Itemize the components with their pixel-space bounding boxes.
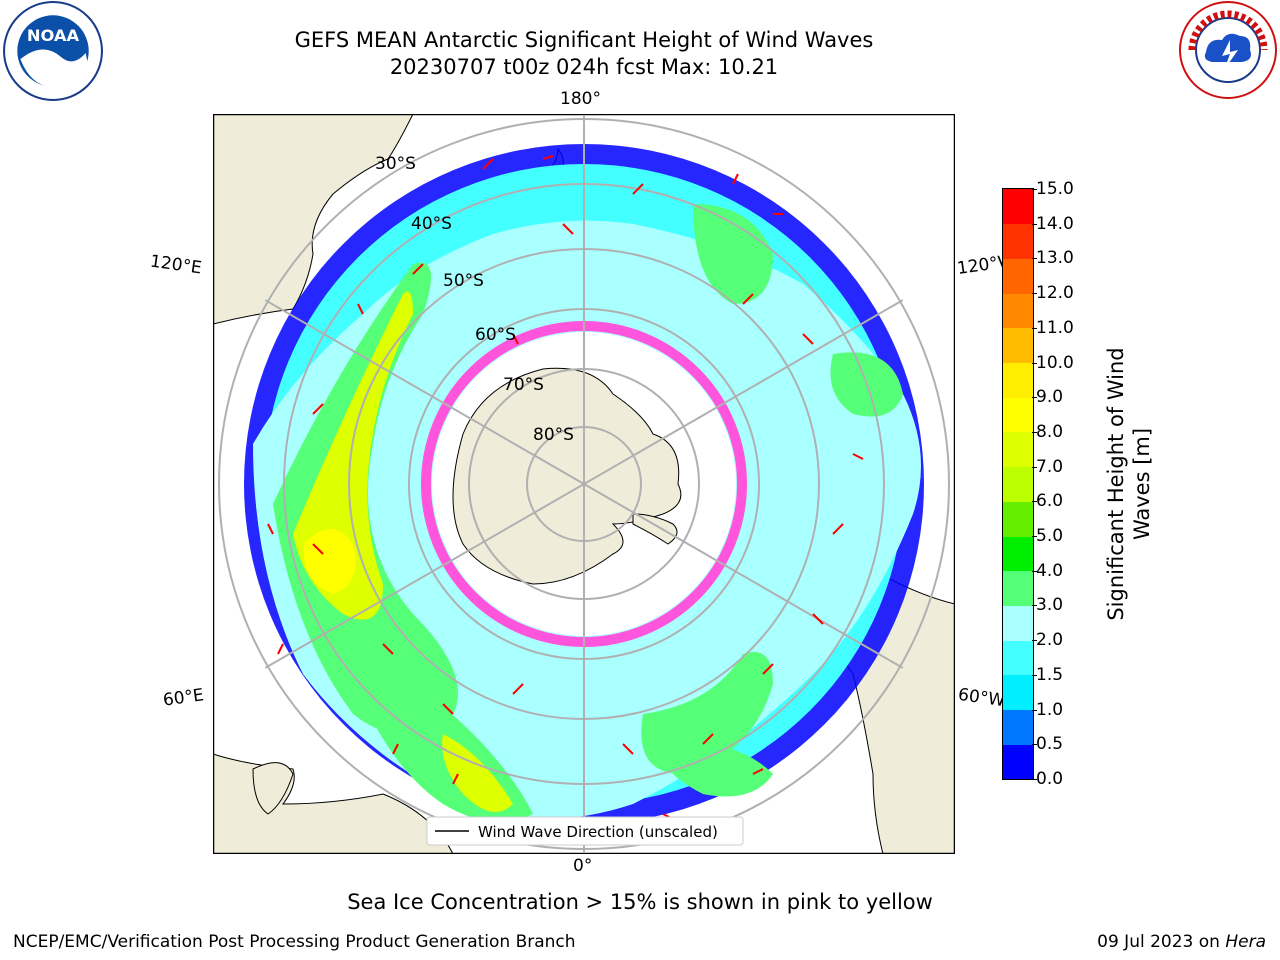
colorbar-segment [1003,674,1033,711]
colorbar-tick-label: 6.0 [1031,491,1064,512]
colorbar-segment [1003,362,1033,398]
colorbar-tick-label: 5.0 [1031,526,1064,547]
land-australia [213,114,414,325]
colorbar-label-line1: Significant Height of Wind [1104,347,1128,621]
noaa-logo: NOAA [3,1,103,101]
land-antarctic-peninsula [632,513,678,545]
svg-text:NOAA: NOAA [27,26,80,45]
colorbar-tick-label: 1.5 [1031,664,1064,685]
title-line2: 20230707 t00z 024h fcst Max: 10.21 [389,55,779,79]
legend-box [426,816,744,846]
colorbar-tick-label: 12.0 [1032,283,1074,304]
footer-date: 09 Jul 2023 on Hera [1097,932,1266,952]
lat-label-50: 50°S [443,271,484,291]
meridian-120-300 [216,269,952,699]
colorbar-segment [1003,501,1033,537]
colorbar-tick-label: 8.0 [1031,421,1064,442]
colorbar-segment [1003,466,1033,502]
colorbar-segment [1003,258,1033,294]
colorbar-tick-label: 10.0 [1032,352,1074,373]
sea-ice-note: Sea Ice Concentration > 15% is shown in … [347,890,933,914]
colorbar-segment [1003,536,1033,572]
colorbar-segment [1003,709,1033,745]
colorbar-tick-label: 9.0 [1031,387,1064,408]
lon-label-180: 180° [560,89,601,109]
lon-label-120e: 120°E [148,251,203,279]
footer-host: Hera [1225,932,1266,952]
colorbar-segment [1003,189,1033,225]
colorbar-tick-label: 4.0 [1031,560,1064,581]
lat-label-80: 80°S [533,425,574,445]
wave-band-ne [693,204,773,304]
title-line1: GEFS MEAN Antarctic Significant Height o… [294,28,874,52]
lon-label-60e: 60°E [161,685,206,711]
lon-label-60w: 60°W [956,684,1007,712]
lat-label-40: 40°S [411,214,452,234]
colorbar-segment [1003,640,1033,676]
colorbar-segment [1003,327,1033,364]
colorbar-tick-label: 0.0 [1031,769,1064,789]
colorbar-segment [1003,744,1033,780]
footer-credit: NCEP/EMC/Verification Post Processing Pr… [13,932,576,952]
colorbar-tick-label: 11.0 [1032,317,1074,338]
colorbar-tick-label: 0.5 [1031,734,1064,755]
lon-label-0: 0° [573,856,593,876]
nws-logo [1179,1,1277,99]
wave-band-peak-core [303,529,356,594]
wave-band-peak-south [442,734,513,812]
colorbar-segment [1003,570,1033,606]
colorbar-tick-label: 2.0 [1031,630,1064,651]
colorbar-tick-label: 15.0 [1032,179,1074,199]
colorbar-tick-label: 13.0 [1032,248,1074,269]
colorbar-segment [1003,397,1033,433]
colorbar-segment [1003,293,1033,329]
colorbar-tick-label: 7.0 [1031,456,1064,477]
colorbar-tick-label: 1.0 [1031,699,1064,720]
polar-map: 30°S 40°S 50°S 60°S 70°S 80°S Wind Wave … [213,114,955,854]
land-madagascar [252,762,294,815]
map-border [213,114,955,854]
legend-label: Wind Wave Direction (unscaled) [478,823,718,841]
colorbar-tick-label: 14.0 [1032,213,1074,234]
colorbar-segment [1003,431,1033,468]
lat-label-70: 70°S [503,375,544,395]
colorbar-label: Significant Height of Wind Waves [m] [1103,347,1155,620]
lat-label-60: 60°S [475,325,516,345]
colorbar-label-line2: Waves [m] [1130,427,1154,541]
colorbar-segment [1003,223,1033,259]
colorbar-segment [1003,605,1033,641]
colorbar [1002,188,1034,780]
footer-date-text: 09 Jul 2023 on [1097,932,1226,952]
wind-wave-arrows [267,155,864,820]
wave-band-east-2 [653,742,773,797]
colorbar-tick-label: 3.0 [1031,595,1064,616]
lat-label-30: 30°S [375,154,416,174]
